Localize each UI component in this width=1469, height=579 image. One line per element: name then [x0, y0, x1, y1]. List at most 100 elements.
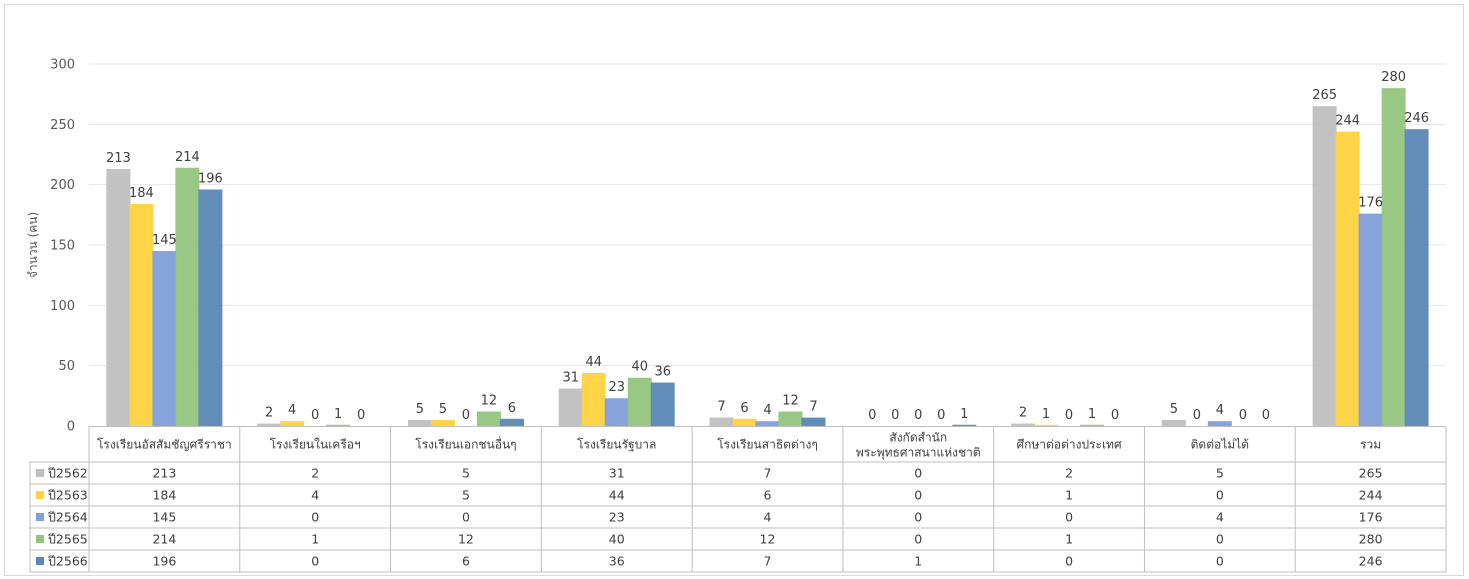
- category-label: รวม: [1360, 438, 1381, 452]
- data-label: 145: [152, 233, 177, 248]
- table-cell: 265: [1359, 466, 1383, 481]
- bar-ปี2562-6: [1011, 423, 1036, 426]
- legend-label: ปี2566: [48, 554, 88, 569]
- data-label: 7: [717, 400, 725, 415]
- data-label: 5: [416, 402, 424, 417]
- data-label: 23: [608, 380, 625, 395]
- table-cell: 4: [311, 488, 319, 503]
- data-label: 5: [1170, 402, 1178, 417]
- y-tick-label: 250: [50, 118, 75, 133]
- data-label: 12: [782, 394, 799, 409]
- data-label: 36: [654, 365, 671, 380]
- data-label: 12: [481, 394, 498, 409]
- bar-ปี2566-5: [952, 424, 977, 426]
- table-cell: 36: [609, 554, 625, 569]
- data-label: 0: [357, 408, 365, 423]
- legend-swatch-ปี2564: [36, 513, 44, 521]
- data-label: 0: [891, 408, 899, 423]
- category-label: ติดต่อไม่ได้: [1191, 438, 1249, 452]
- data-label: 31: [562, 371, 579, 386]
- bar-ปี2566-3: [650, 382, 675, 426]
- bar-ปี2562-0: [106, 168, 131, 427]
- data-label: 6: [508, 401, 516, 416]
- table-cell: 184: [152, 488, 176, 503]
- table-cell: 0: [914, 532, 922, 547]
- table-cell: 244: [1359, 488, 1383, 503]
- data-label: 5: [439, 402, 447, 417]
- table-cell: 176: [1359, 510, 1383, 525]
- table-cell: 1: [914, 554, 922, 569]
- table-cell: 0: [914, 488, 922, 503]
- table-cell: 12: [760, 532, 776, 547]
- table-cell: 0: [1065, 510, 1073, 525]
- table-cell: 0: [1216, 554, 1224, 569]
- category-label: โรงเรียนอัสสัมชัญศรีราชา: [97, 438, 232, 452]
- table-cell: 6: [764, 488, 772, 503]
- bar-ปี2565-1: [326, 424, 351, 426]
- legend-label: ปี2565: [48, 532, 88, 547]
- data-label: 1: [960, 407, 968, 422]
- data-label: 196: [198, 171, 223, 186]
- table-cell: 2: [1065, 466, 1073, 481]
- data-label: 1: [1088, 407, 1096, 422]
- y-axis-label: จำนวน (คน): [26, 212, 40, 278]
- data-label: 280: [1381, 70, 1406, 85]
- data-label: 0: [1065, 408, 1073, 423]
- table-cell: 214: [152, 532, 176, 547]
- table-cell: 7: [764, 554, 772, 569]
- y-tick-label: 100: [50, 299, 75, 314]
- bar-ปี2562-4: [709, 417, 734, 426]
- data-label: 4: [763, 403, 771, 418]
- data-label: 2: [265, 406, 273, 421]
- table-cell: 5: [462, 466, 470, 481]
- table-cell: 0: [914, 510, 922, 525]
- bar-ปี2565-2: [476, 411, 501, 426]
- category-label: พระพุทธศาสนาแห่งชาติ: [856, 446, 981, 461]
- bar-ปี2564-3: [604, 398, 629, 426]
- data-label: 0: [462, 408, 470, 423]
- data-label: 246: [1404, 111, 1429, 126]
- bar-ปี2563-8: [1335, 131, 1360, 426]
- legend-swatch-ปี2565: [36, 535, 44, 543]
- data-label: 7: [809, 400, 817, 415]
- table-cell: 0: [1216, 488, 1224, 503]
- bar-ปี2562-8: [1312, 106, 1337, 426]
- table-cell: 40: [609, 532, 625, 547]
- data-label: 184: [129, 186, 154, 201]
- table-cell: 5: [462, 488, 470, 503]
- table-cell: 145: [152, 510, 176, 525]
- table-cell: 44: [609, 488, 625, 503]
- data-label: 4: [288, 403, 296, 418]
- table-cell: 1: [1065, 488, 1073, 503]
- bar-ปี2562-3: [558, 388, 583, 426]
- data-label: 0: [914, 408, 922, 423]
- data-label: 0: [1239, 408, 1247, 423]
- bar-ปี2563-6: [1034, 424, 1059, 426]
- data-label: 1: [334, 407, 342, 422]
- bar-ปี2566-0: [198, 189, 223, 426]
- table-cell: 4: [1216, 510, 1224, 525]
- table-cell: 2: [311, 466, 319, 481]
- category-label: โรงเรียนรัฐบาล: [577, 438, 656, 452]
- table-cell: 1: [311, 532, 319, 547]
- bar-ปี2566-4: [801, 417, 826, 426]
- bar-ปี2564-4: [755, 421, 780, 426]
- bar-ปี2563-3: [581, 372, 606, 426]
- data-label: 0: [1111, 408, 1119, 423]
- bar-ปี2565-4: [778, 411, 803, 426]
- table-cell: 23: [609, 510, 625, 525]
- table-cell: 1: [1065, 532, 1073, 547]
- category-label: โรงเรียนสาธิตต่างๆ: [717, 438, 818, 452]
- bar-ปี2564-8: [1358, 213, 1383, 426]
- bar-ปี2562-1: [257, 423, 282, 426]
- data-label: 0: [1262, 408, 1270, 423]
- data-label: 214: [175, 150, 200, 165]
- bar-ปี2563-4: [732, 418, 757, 426]
- table-cell: 0: [1216, 532, 1224, 547]
- table-cell: 0: [462, 510, 470, 525]
- data-label: 44: [585, 355, 602, 370]
- data-label: 176: [1358, 196, 1383, 211]
- chart-frame: [4, 4, 1464, 576]
